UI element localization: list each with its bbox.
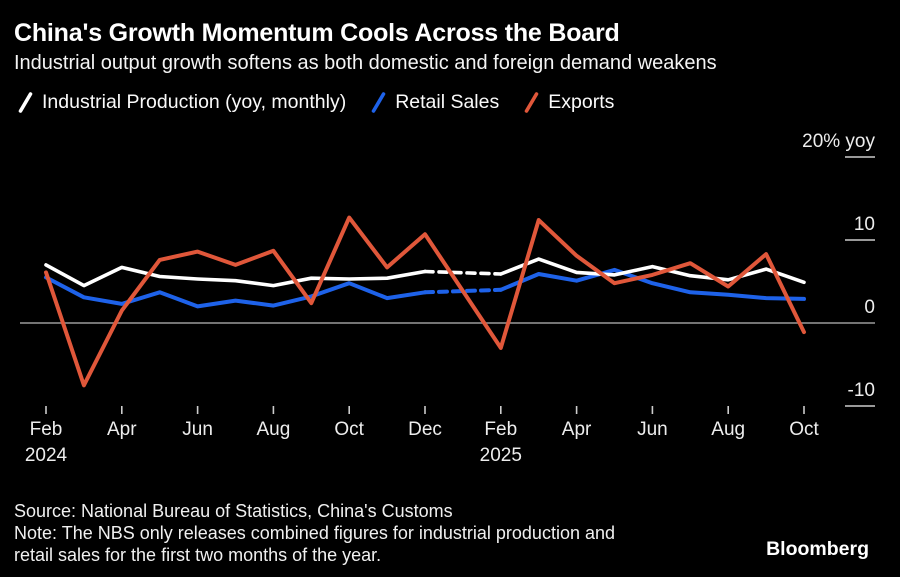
legend-item-label: Exports <box>548 91 615 113</box>
x-axis-label: Oct <box>789 419 819 440</box>
legend-item: Retail Sales <box>370 91 499 114</box>
industrial-production-yoy-monthly-line <box>499 257 806 285</box>
legend-item-label: Industrial Production (yoy, monthly) <box>42 91 347 113</box>
y-axis-label: 0 <box>864 297 875 318</box>
legend-item: Industrial Production (yoy, monthly) <box>17 91 346 114</box>
x-axis-label: Jun <box>182 419 213 440</box>
x-axis-label: Feb <box>29 419 63 440</box>
y-axis-unit-label: 20% yoy <box>802 131 875 152</box>
x-axis-label: Oct <box>334 419 364 440</box>
y-axis-label: -10 <box>847 380 875 401</box>
exports-line <box>44 215 806 388</box>
x-axis-label: Feb <box>484 419 518 440</box>
x-axis-year-label: 2024 <box>24 445 68 466</box>
chart-title: China's Growth Momentum Cools Across the… <box>14 19 620 47</box>
y-axis-label: 10 <box>853 214 875 235</box>
x-axis-label: Aug <box>711 419 746 440</box>
note-text-line1: Note: The NBS only releases combined fig… <box>14 523 615 543</box>
x-axis-label: Aug <box>256 419 291 440</box>
retail-sales-line <box>498 267 806 301</box>
note-text-line2: retail sales for the first two months of… <box>14 545 382 565</box>
legend-item-label: Retail Sales <box>395 91 500 113</box>
legend-item: Exports <box>523 91 614 114</box>
slash-icon <box>18 92 33 113</box>
source-text: Source: National Bureau of Statistics, C… <box>14 501 453 521</box>
industrial-production-yoy-monthly-line <box>44 263 427 288</box>
x-axis-year-label: 2025 <box>479 445 522 466</box>
retail-sales-line <box>44 275 427 309</box>
x-axis-label: Apr <box>561 419 592 440</box>
legend: Industrial Production (yoy, monthly) Reta… <box>17 91 614 114</box>
bloomberg-logo: Bloomberg <box>766 538 869 560</box>
slash-icon <box>371 92 386 113</box>
slash-icon <box>524 92 539 113</box>
x-axis-label: Apr <box>107 419 137 440</box>
x-axis-label: Dec <box>408 419 442 440</box>
industrial-production-yoy-monthly-line-dashed <box>423 269 503 276</box>
x-axis-label: Jun <box>637 419 668 440</box>
chart-subtitle: Industrial output growth softens as both… <box>14 52 717 74</box>
